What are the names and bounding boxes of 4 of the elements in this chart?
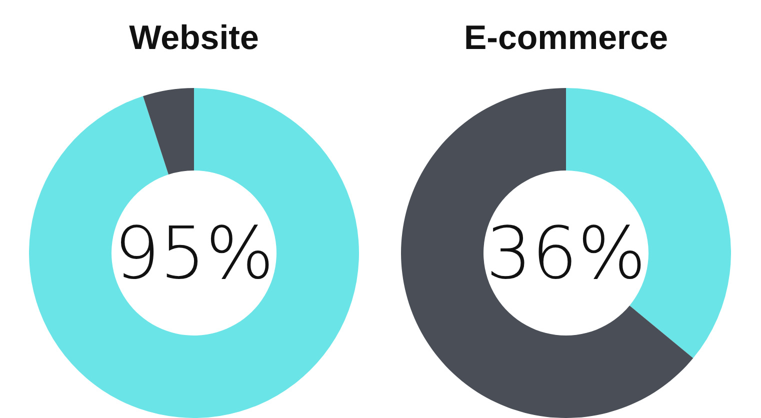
data-label: 36%: [486, 211, 646, 295]
data-label: 95%: [114, 211, 274, 295]
chart-title: Website: [129, 19, 259, 57]
chart-title: E-commerce: [464, 19, 668, 57]
